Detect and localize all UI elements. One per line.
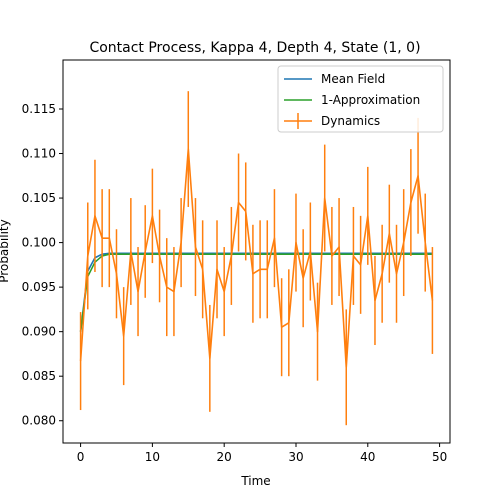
- x-tick-label: 30: [288, 450, 303, 464]
- y-tick-label: 0.095: [22, 280, 56, 294]
- x-tick-label: 10: [145, 450, 160, 464]
- legend-label-1-approximation: 1-Approximation: [321, 93, 420, 107]
- plot-frame: [62, 59, 451, 444]
- x-tick-label: 0: [77, 450, 85, 464]
- y-tick-label: 0.105: [22, 191, 56, 205]
- series-dynamics: [79, 91, 434, 426]
- legend-box: [277, 65, 444, 133]
- legend: Mean Field 1-Approximation Dynamics: [277, 65, 444, 133]
- chart-title: Contact Process, Kappa 4, Depth 4, State…: [89, 40, 420, 56]
- x-tick-label: 50: [432, 450, 447, 464]
- y-tick-label: 0.115: [22, 102, 56, 116]
- y-axis-label: Probability: [0, 219, 11, 282]
- x-axis-label: Time: [240, 474, 270, 488]
- x-tick-label: 20: [217, 450, 232, 464]
- y-tick-label: 0.090: [22, 325, 56, 339]
- y-tick-label: 0.110: [22, 147, 56, 161]
- legend-label-dynamics: Dynamics: [321, 114, 380, 128]
- y-tick-label: 0.085: [22, 369, 56, 383]
- y-tick-label: 0.080: [22, 414, 56, 428]
- series-line: [79, 148, 434, 369]
- x-tick-label: 40: [360, 450, 375, 464]
- series-layer: [79, 91, 434, 426]
- legend-label-mean-field: Mean Field: [321, 72, 385, 86]
- ticks-layer: 0 10 20 30 40 50 0.080 0.085 0.090 0.095 0.100 0.10…: [22, 102, 448, 464]
- y-tick-label: 0.100: [22, 236, 56, 250]
